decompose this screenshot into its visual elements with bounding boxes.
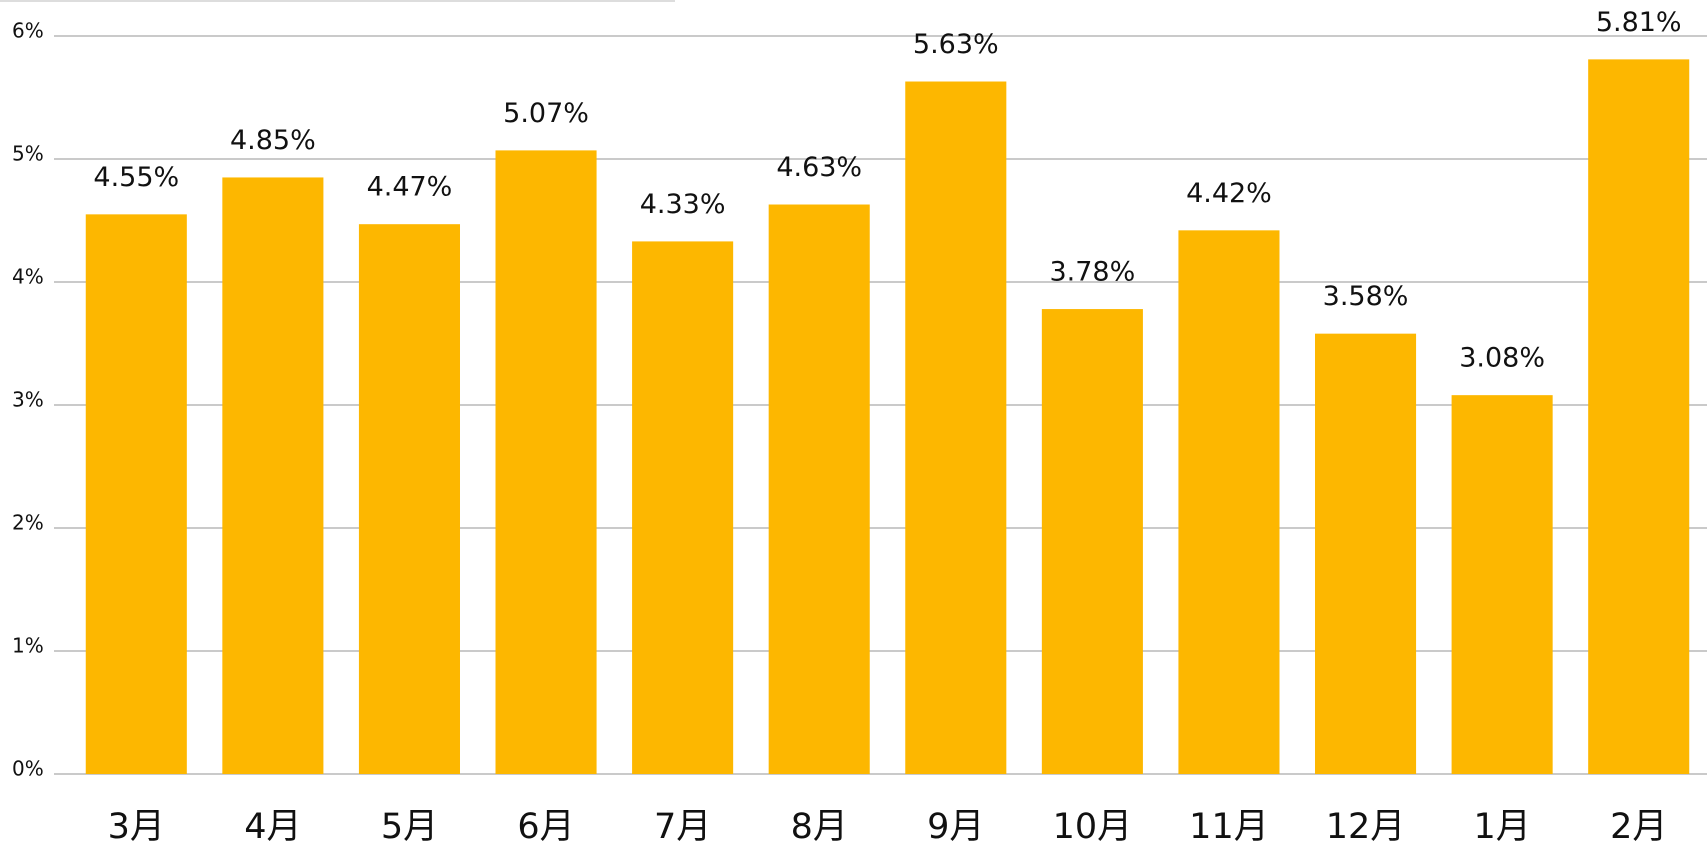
x-tick-label: 7月 (654, 807, 711, 847)
value-label: 4.55% (93, 162, 179, 193)
top-border (0, 0, 675, 2)
x-tick-label: 12月 (1326, 807, 1406, 847)
bar (768, 204, 870, 774)
value-label: 4.63% (776, 152, 862, 183)
x-tick-label: 6月 (517, 807, 574, 847)
bar (358, 224, 460, 774)
x-tick-label: 8月 (791, 807, 848, 847)
x-tick-label: 11月 (1189, 807, 1269, 847)
bar (495, 150, 597, 774)
bar (1588, 59, 1690, 775)
bar (905, 81, 1007, 774)
x-tick-label: 10月 (1053, 807, 1133, 847)
bar (85, 214, 187, 775)
y-tick-label: 0% (12, 757, 44, 781)
value-label: 4.85% (230, 125, 316, 156)
bar (1315, 333, 1417, 774)
bar (1041, 309, 1143, 774)
value-label: 3.58% (1323, 281, 1409, 312)
value-label: 3.78% (1049, 257, 1135, 288)
y-tick-label: 5% (12, 142, 44, 166)
value-label: 5.63% (913, 29, 999, 60)
x-tick-label: 2月 (1610, 807, 1667, 847)
y-tick-label: 4% (12, 265, 44, 289)
bar (1451, 395, 1553, 774)
bar (632, 241, 734, 774)
x-tick-label: 9月 (927, 807, 984, 847)
value-label: 4.42% (1186, 178, 1272, 209)
bar (1178, 230, 1280, 775)
value-label: 5.81% (1596, 7, 1682, 38)
bar (222, 177, 324, 774)
y-tick-label: 6% (12, 19, 44, 43)
value-label: 4.47% (367, 172, 453, 203)
x-tick-label: 5月 (381, 807, 438, 847)
x-tick-label: 1月 (1473, 807, 1530, 847)
value-label: 4.33% (640, 189, 726, 220)
x-tick-label: 3月 (108, 807, 165, 847)
x-tick-label: 4月 (244, 807, 301, 847)
y-tick-label: 3% (12, 388, 44, 412)
y-tick-label: 1% (12, 634, 44, 658)
y-tick-label: 2% (12, 511, 44, 535)
value-label: 5.07% (503, 98, 589, 129)
value-label: 3.08% (1459, 343, 1545, 374)
